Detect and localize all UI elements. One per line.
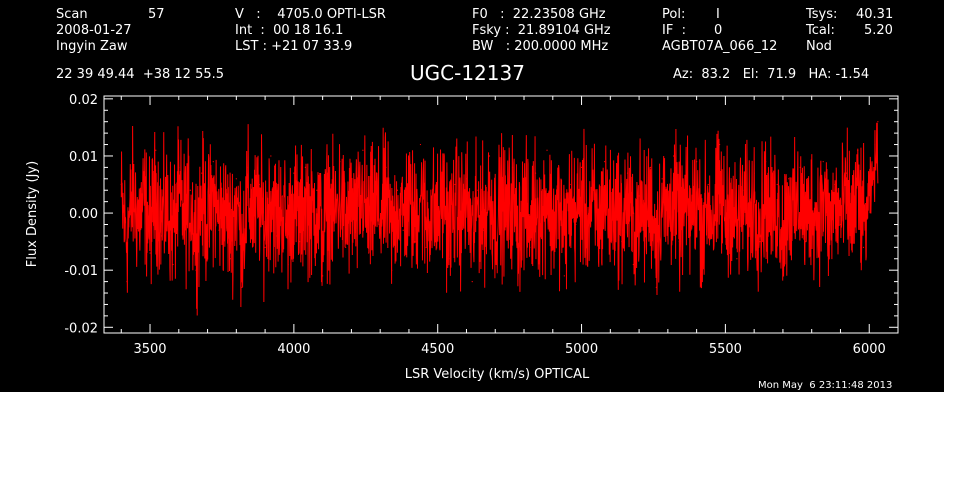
render-timestamp: Mon May 6 23:11:48 2013 xyxy=(758,380,893,391)
data-point xyxy=(563,275,565,277)
data-point xyxy=(776,183,778,186)
tcal-label: Tcal: xyxy=(806,23,835,38)
polarization-label: Pol: xyxy=(662,7,686,22)
data-point xyxy=(402,229,404,231)
data-point xyxy=(419,143,422,146)
y-tick-label: 0.01 xyxy=(69,150,98,165)
data-point xyxy=(425,246,427,248)
switching-mode: Nod xyxy=(806,39,832,54)
y-axis-label: Flux Density (Jy) xyxy=(25,161,40,267)
tsys-value: 40.31 xyxy=(856,7,894,22)
scan-value: 57 xyxy=(148,7,165,22)
rest-frequency-line: F0 : 22.23508 GHz xyxy=(472,7,606,22)
data-point xyxy=(862,246,865,248)
az-el-ha-readout: Az: 83.2 El: 71.9 HA: -1.54 xyxy=(673,67,870,82)
y-tick-label: -0.02 xyxy=(64,321,98,336)
x-tick-label: 5500 xyxy=(709,342,742,357)
series-layer xyxy=(120,121,879,316)
tsys-label: Tsys: xyxy=(806,7,838,22)
y-tick-label: 0.00 xyxy=(69,207,98,222)
spectrum-chart: 3500 4000 4500 5000 5500 6000 -0.02 -0.01 0.00 0.… xyxy=(25,93,899,382)
data-point xyxy=(149,252,151,254)
chart-title: UGC-12137 xyxy=(410,61,525,85)
data-point xyxy=(736,258,738,260)
data-point xyxy=(730,178,732,180)
if-label: IF : xyxy=(662,23,686,38)
polarization-value: I xyxy=(716,7,720,22)
data-point xyxy=(235,178,237,180)
lst-line: LST : +21 07 33.9 xyxy=(235,39,353,54)
x-axis-label: LSR Velocity (km/s) OPTICAL xyxy=(405,367,590,382)
data-point xyxy=(201,172,203,174)
x-tick-label: 6000 xyxy=(853,342,886,357)
bandwidth-line: BW : 200.0000 MHz xyxy=(472,39,609,54)
data-point xyxy=(155,149,157,151)
y-tick-label: 0.02 xyxy=(69,93,98,108)
y-tick-label: -0.01 xyxy=(64,264,98,279)
if-value: 0 xyxy=(714,23,723,38)
data-point xyxy=(488,155,491,157)
axes-frame xyxy=(103,95,899,334)
observation-date: 2008-01-27 xyxy=(56,23,132,38)
spectrum-series-line xyxy=(120,122,879,316)
observer-name: Ingyin Zaw xyxy=(56,39,128,54)
data-point xyxy=(673,155,675,157)
source-coordinates: 22 39 49.44 +38 12 55.5 xyxy=(56,67,225,82)
plot-window: Scan 57 2008-01-27 Ingyin Zaw V : 4705.0… xyxy=(0,0,944,392)
project-id: AGBT07A_066_12 xyxy=(662,39,778,54)
ticks-layer: 3500 4000 4500 5000 5500 6000 -0.02 -0.01 0.00 0.… xyxy=(64,93,899,357)
data-point xyxy=(189,189,191,191)
tcal-value: 5.20 xyxy=(864,23,893,38)
data-point xyxy=(316,189,318,191)
data-point xyxy=(788,178,790,180)
data-point xyxy=(580,166,583,168)
integration-line: Int : 00 18 16.1 xyxy=(235,23,344,38)
data-point xyxy=(603,161,606,163)
data-point xyxy=(471,281,473,283)
data-point xyxy=(822,161,824,163)
x-tick-label: 3500 xyxy=(133,342,166,357)
data-point xyxy=(877,121,879,123)
data-point xyxy=(661,178,663,180)
data-point xyxy=(270,155,272,157)
data-point xyxy=(707,183,709,186)
scan-label: Scan xyxy=(56,7,88,22)
data-point xyxy=(362,149,364,151)
x-tick-label: 4000 xyxy=(277,342,310,357)
data-point xyxy=(396,189,399,191)
data-point xyxy=(212,161,214,163)
x-tick-label: 4500 xyxy=(421,342,454,357)
data-point xyxy=(264,246,266,248)
velocity-line: V : 4705.0 OPTI-LSR xyxy=(235,7,386,22)
x-tick-label: 5000 xyxy=(565,342,598,357)
sky-frequency-line: Fsky : 21.89104 GHz xyxy=(472,23,611,38)
data-point xyxy=(546,149,548,151)
